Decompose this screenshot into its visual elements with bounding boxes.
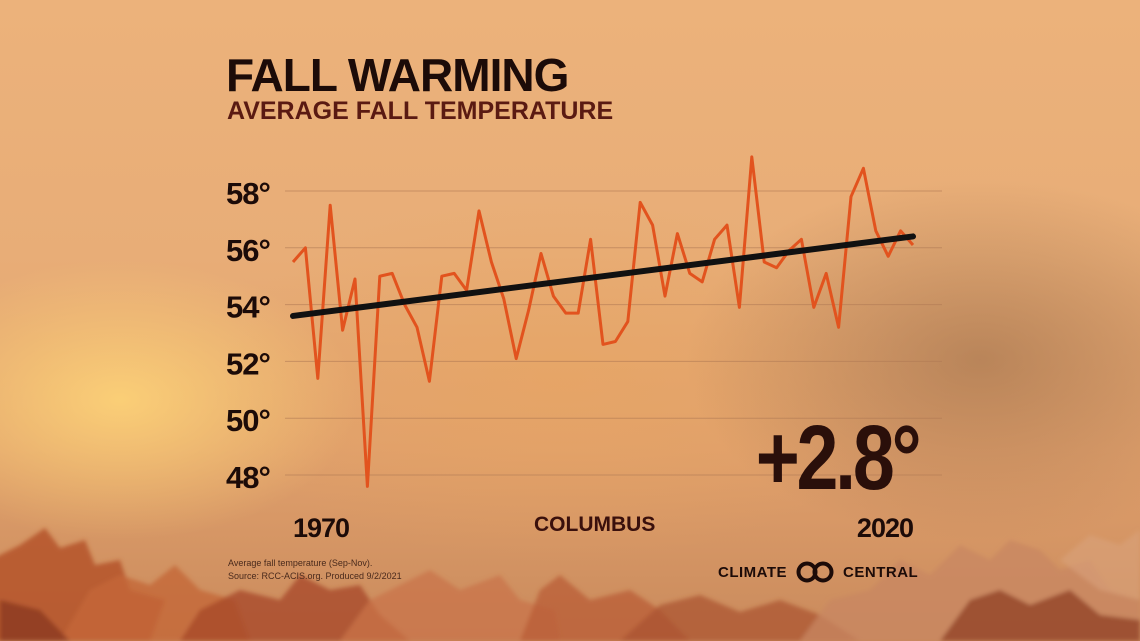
trend-line [290,233,916,319]
footnote-line-1: Average fall temperature (Sep-Nov). [228,558,373,568]
location-label: COLUMBUS [534,513,656,536]
y-tick-label: 48° [226,460,270,495]
logo-word-left: CLIMATE [718,563,788,581]
temperature-change-value: +2.8° [755,407,921,509]
y-tick-label: 52° [226,346,270,381]
y-axis-ticks: 48° 50° 52° 54° 56° 58° [226,176,271,495]
logo-word-right: CENTRAL [843,563,919,581]
y-tick-label: 56° [226,233,270,268]
y-tick-label: 54° [226,290,270,325]
source-footnote: Average fall temperature (Sep-Nov). Sour… [228,557,402,583]
y-tick-label: 50° [226,403,270,438]
footnote-line-2: Source: RCC-ACIS.org. Produced 9/2/2021 [228,571,402,581]
x-axis-ticks: 1970 2020 [293,513,914,543]
y-tick-label: 58° [226,176,270,211]
chart-title: FALL WARMING [226,49,569,101]
series-line [291,155,915,488]
logo-rings-icon [796,561,834,583]
x-tick-label: 1970 [293,513,349,543]
trend-layer [290,233,916,319]
climate-central-logo: CLIMATE CENTRAL [718,561,918,583]
x-tick-label: 2020 [857,513,913,543]
chart-subtitle: AVERAGE FALL TEMPERATURE [227,97,614,125]
series-layer [291,155,915,488]
